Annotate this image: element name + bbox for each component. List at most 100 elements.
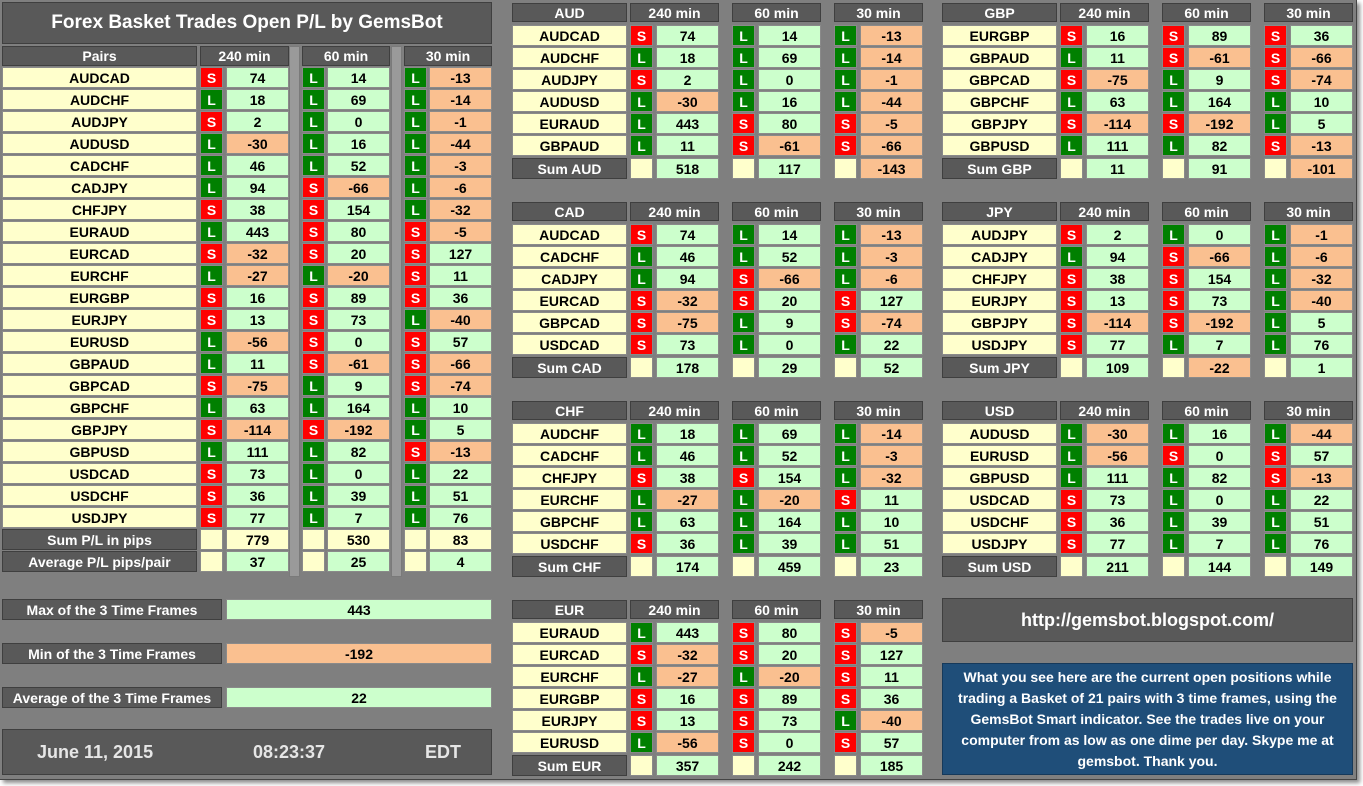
basket-row-signal: S — [1264, 445, 1287, 466]
basket-sum-blank — [732, 158, 755, 179]
main-row-signal: L — [302, 133, 325, 154]
basket-row-pl: 94 — [1086, 246, 1149, 267]
basket-sum-value: 518 — [656, 158, 719, 179]
main-row-signal: S — [404, 353, 427, 374]
datetime-date: June 11, 2015 — [37, 741, 154, 762]
basket-row-signal: S — [834, 113, 857, 134]
basket-row-pl: 74 — [656, 224, 719, 245]
basket-row-pl: 16 — [656, 688, 719, 709]
main-row-signal: S — [404, 441, 427, 462]
main-sum-label: Sum P/L in pips — [2, 529, 197, 550]
basket-row-signal: L — [834, 710, 857, 731]
main-row-pl: -61 — [327, 353, 390, 374]
basket-row-signal: L — [1162, 511, 1185, 532]
basket-row-signal: S — [1162, 312, 1185, 333]
basket-row-pl: 77 — [1086, 533, 1149, 554]
main-row-signal: S — [404, 331, 427, 352]
main-row-pair: USDCHF — [2, 485, 197, 506]
basket-row-pair: CADJPY — [512, 268, 627, 289]
basket-row-signal: L — [630, 47, 653, 68]
basket-row-pl: 18 — [656, 47, 719, 68]
main-row-signal: S — [200, 419, 223, 440]
basket-header-currency: AUD — [512, 3, 627, 22]
basket-row-pl: -3 — [860, 246, 923, 267]
basket-row-signal: L — [732, 445, 755, 466]
basket-header-currency: USD — [942, 401, 1057, 420]
basket-sum-blank — [630, 357, 653, 378]
basket-row-signal: S — [732, 467, 755, 488]
basket-row-pair: GBPJPY — [942, 312, 1057, 333]
basket-row-pair: AUDCAD — [512, 25, 627, 46]
basket-row-signal: L — [1162, 467, 1185, 488]
basket-row-pair: AUDJPY — [512, 69, 627, 90]
basket-row-pl: 63 — [656, 511, 719, 532]
basket-row-signal: L — [1264, 489, 1287, 510]
basket-row-signal: S — [834, 135, 857, 156]
basket-sum-value: 211 — [1086, 556, 1149, 577]
basket-row-signal: S — [1264, 47, 1287, 68]
basket-row-signal: L — [630, 666, 653, 687]
basket-row-pl: 0 — [758, 732, 821, 753]
basket-row-signal: S — [834, 622, 857, 643]
basket-sum-blank — [630, 158, 653, 179]
basket-row-pl: 76 — [1290, 533, 1353, 554]
basket-row-signal: L — [834, 268, 857, 289]
basket-row-signal: S — [834, 312, 857, 333]
basket-sum-label: Sum AUD — [512, 158, 627, 179]
main-row-pl: 0 — [327, 111, 390, 132]
main-row-pair: EURJPY — [2, 309, 197, 330]
basket-header-tf: 30 min — [834, 401, 923, 420]
main-row-pl: 36 — [226, 485, 289, 506]
basket-row-pair: EURCHF — [512, 489, 627, 510]
basket-row-signal: L — [1264, 113, 1287, 134]
basket-row-pl: -20 — [758, 666, 821, 687]
basket-row-pl: -5 — [860, 622, 923, 643]
basket-row-pair: GBPJPY — [942, 113, 1057, 134]
basket-row-pl: -30 — [656, 91, 719, 112]
basket-header-tf: 60 min — [732, 401, 821, 420]
basket-sum-value: 178 — [656, 357, 719, 378]
blog-url-link[interactable]: http://gemsbot.blogspot.com/ — [942, 598, 1353, 642]
basket-row-signal: S — [834, 666, 857, 687]
basket-row-pl: -40 — [860, 710, 923, 731]
basket-row-signal: L — [1060, 47, 1083, 68]
main-row-pl: -66 — [327, 177, 390, 198]
stat-value: 22 — [226, 687, 492, 708]
basket-row-signal: L — [732, 91, 755, 112]
basket-row-signal: L — [834, 47, 857, 68]
basket-row-pl: -56 — [656, 732, 719, 753]
basket-row-signal: S — [630, 312, 653, 333]
basket-row-pl: 89 — [1188, 25, 1251, 46]
basket-row-pl: 154 — [1188, 268, 1251, 289]
basket-row-pair: USDCHF — [512, 533, 627, 554]
main-row-pl: -32 — [429, 199, 492, 220]
basket-row-pl: -13 — [860, 224, 923, 245]
info-panel: What you see here are the current open p… — [942, 663, 1353, 775]
basket-row-pl: -192 — [1188, 113, 1251, 134]
basket-row-signal: S — [630, 69, 653, 90]
main-avg-blank — [200, 551, 223, 572]
basket-row-pair: EURCHF — [512, 666, 627, 687]
basket-row-pair: CHFJPY — [512, 467, 627, 488]
main-row-signal: L — [200, 133, 223, 154]
basket-row-pl: -74 — [1290, 69, 1353, 90]
basket-row-pl: 5 — [1290, 113, 1353, 134]
basket-sum-blank — [1264, 158, 1287, 179]
main-separator-1 — [391, 46, 402, 577]
basket-row-pair: AUDCHF — [512, 47, 627, 68]
basket-row-signal: S — [1060, 511, 1083, 532]
main-row-signal: S — [200, 375, 223, 396]
basket-row-signal: L — [1162, 423, 1185, 444]
main-row-signal: S — [404, 221, 427, 242]
basket-sum-value: 91 — [1188, 158, 1251, 179]
basket-row-pl: 2 — [1086, 224, 1149, 245]
main-row-signal: S — [200, 507, 223, 528]
basket-row-pl: -66 — [860, 135, 923, 156]
basket-row-pl: 63 — [1086, 91, 1149, 112]
main-row-signal: L — [302, 397, 325, 418]
main-row-signal: S — [302, 287, 325, 308]
basket-row-signal: S — [1264, 69, 1287, 90]
basket-row-pl: 111 — [1086, 467, 1149, 488]
basket-row-signal: L — [630, 489, 653, 510]
main-row-pair: AUDCAD — [2, 67, 197, 88]
